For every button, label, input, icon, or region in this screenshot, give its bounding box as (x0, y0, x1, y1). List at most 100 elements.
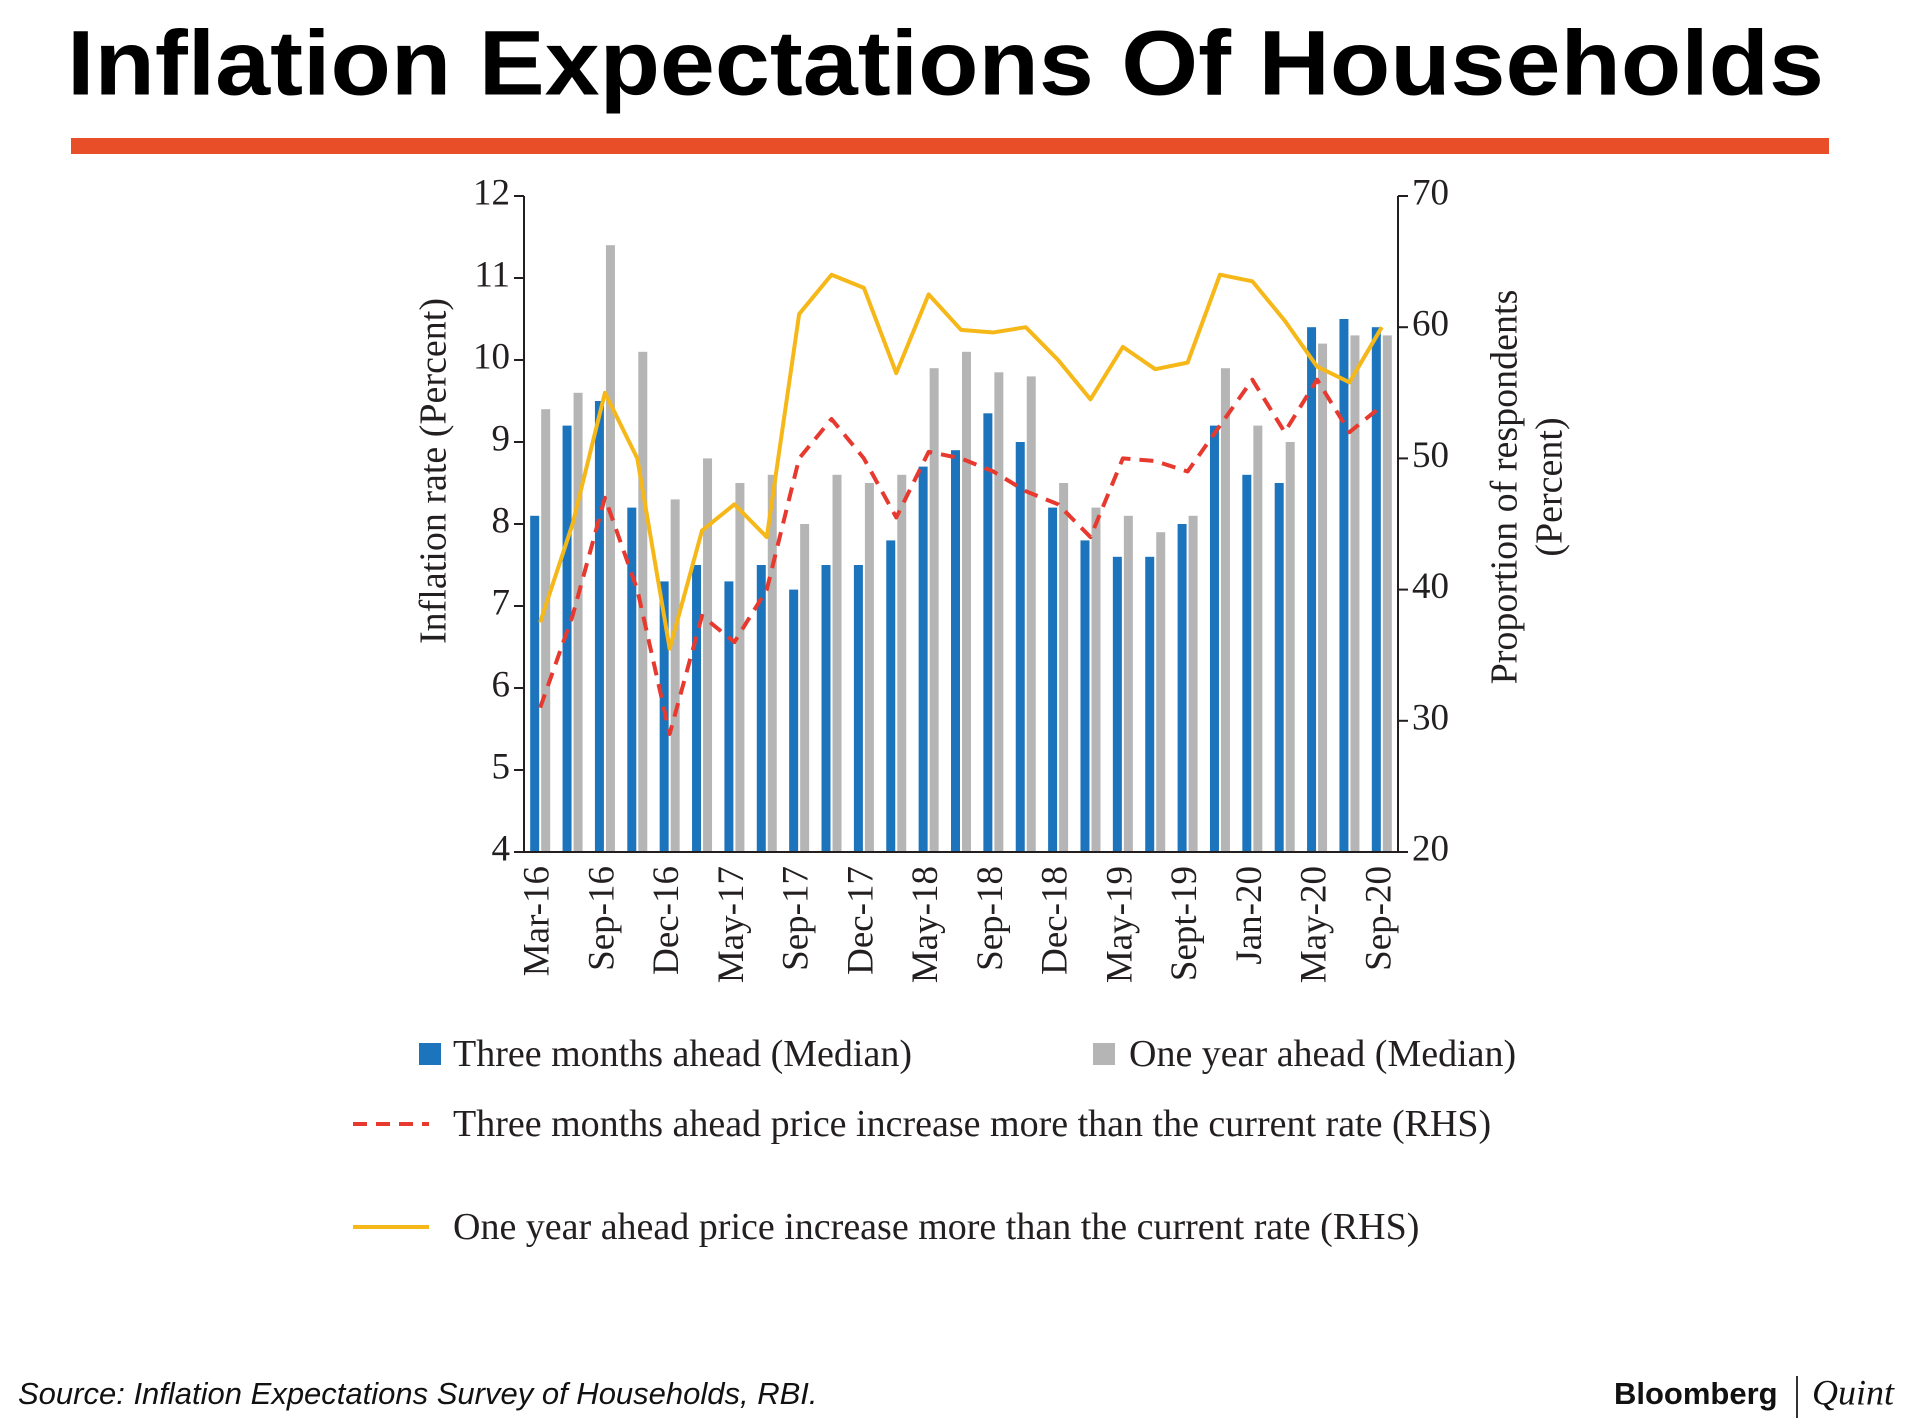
x-tick-label: Sep-17 (776, 866, 817, 971)
y2-tick-label: 50 (1412, 435, 1449, 476)
bar (994, 372, 1004, 852)
bar (594, 401, 604, 852)
bar (897, 474, 907, 852)
bar (541, 409, 551, 852)
bar (929, 368, 939, 852)
y2-tick-label: 40 (1412, 566, 1449, 607)
y2-tick-label: 20 (1412, 828, 1449, 869)
bar (1274, 483, 1284, 852)
bar (1145, 556, 1155, 852)
bar (983, 413, 993, 852)
x-tick-label: Dec-17 (840, 866, 881, 975)
bar (832, 474, 842, 852)
y-tick-label: 9 (492, 418, 511, 459)
bar (1350, 335, 1360, 852)
legend-label: One year ahead price increase more than … (453, 1206, 1420, 1248)
y-tick-label: 12 (473, 172, 510, 213)
legend-label: Three months ahead (Median) (453, 1033, 912, 1075)
bar (1371, 327, 1381, 852)
y-tick-label: 6 (492, 664, 511, 705)
bar (918, 466, 928, 852)
bar (1285, 442, 1295, 852)
legend-swatch (419, 1043, 441, 1065)
y2-tick-label: 70 (1412, 172, 1449, 213)
bar (1339, 319, 1349, 852)
bar (735, 483, 745, 852)
bar (962, 351, 971, 852)
bar (864, 483, 874, 852)
y-axis-title: Inflation rate (Percent) (413, 298, 455, 644)
bar (1123, 515, 1133, 852)
x-tick-label: Dec-18 (1035, 866, 1076, 975)
y-tick-label: 5 (492, 746, 511, 787)
x-tick-label: Jan-20 (1229, 866, 1270, 965)
bar (1015, 442, 1025, 852)
bar (692, 565, 702, 852)
line-series (538, 377, 1384, 736)
bar (573, 392, 583, 852)
brand-logo: Quint (1812, 1372, 1895, 1412)
bar (800, 524, 810, 852)
bar (1059, 483, 1069, 852)
brand-logo: Bloomberg (1614, 1376, 1778, 1411)
y2-tick-label: 60 (1412, 304, 1449, 345)
bar (1091, 507, 1101, 852)
x-tick-label: May-19 (1099, 866, 1140, 983)
x-tick-label: Sept-19 (1164, 866, 1205, 981)
title-rule (71, 138, 1829, 154)
bar (767, 474, 777, 852)
source-note: Source: Inflation Expectations Survey of… (18, 1376, 818, 1411)
x-tick-label: May-18 (905, 866, 946, 983)
y2-tick-label: 30 (1412, 697, 1449, 738)
bar (886, 540, 896, 852)
bar (1112, 556, 1122, 852)
y-tick-label: 10 (473, 336, 510, 377)
bar (1307, 327, 1317, 852)
bar (1220, 368, 1230, 852)
x-tick-label: May-20 (1294, 866, 1335, 983)
bar (1080, 540, 1090, 852)
x-tick-label: Sep-16 (581, 866, 622, 971)
bar (1242, 474, 1252, 852)
y-tick-label: 4 (492, 828, 511, 869)
bar (951, 450, 960, 852)
bar (1177, 524, 1187, 852)
bar (1253, 425, 1263, 852)
line-series (538, 272, 1384, 651)
bar (1318, 343, 1328, 852)
bar (1026, 376, 1036, 852)
bar (724, 581, 734, 852)
legend-label: Three months ahead price increase more t… (453, 1103, 1492, 1145)
bar (1188, 515, 1198, 852)
x-tick-label: Dec-16 (646, 866, 687, 975)
bar (530, 515, 540, 852)
bar (1048, 507, 1058, 852)
bar (1156, 532, 1166, 852)
bar (627, 507, 637, 852)
bar (853, 565, 863, 852)
legend-swatch (1093, 1043, 1115, 1065)
x-tick-label: Mar-16 (517, 866, 558, 976)
bar (821, 565, 831, 852)
y-tick-label: 11 (474, 254, 510, 295)
bar (1382, 335, 1392, 852)
y2-axis-title: Proportion of respondents (1484, 290, 1526, 685)
legend-label: One year ahead (Median) (1129, 1033, 1517, 1075)
x-tick-label: Sep-18 (970, 866, 1011, 971)
bar (562, 425, 572, 852)
bar (605, 245, 615, 852)
y-tick-label: 8 (492, 500, 511, 541)
y2-axis-title: (Percent) (1529, 417, 1571, 556)
chart-title: Inflation Expectations Of Households (67, 12, 1824, 114)
x-tick-label: Sep-20 (1358, 866, 1399, 971)
bar (756, 565, 766, 852)
bar (703, 458, 713, 852)
bar (670, 499, 680, 852)
y-tick-label: 7 (492, 582, 511, 623)
bar (789, 589, 799, 852)
bar (638, 351, 648, 852)
bar (1209, 425, 1219, 852)
x-tick-label: May-17 (711, 866, 752, 983)
